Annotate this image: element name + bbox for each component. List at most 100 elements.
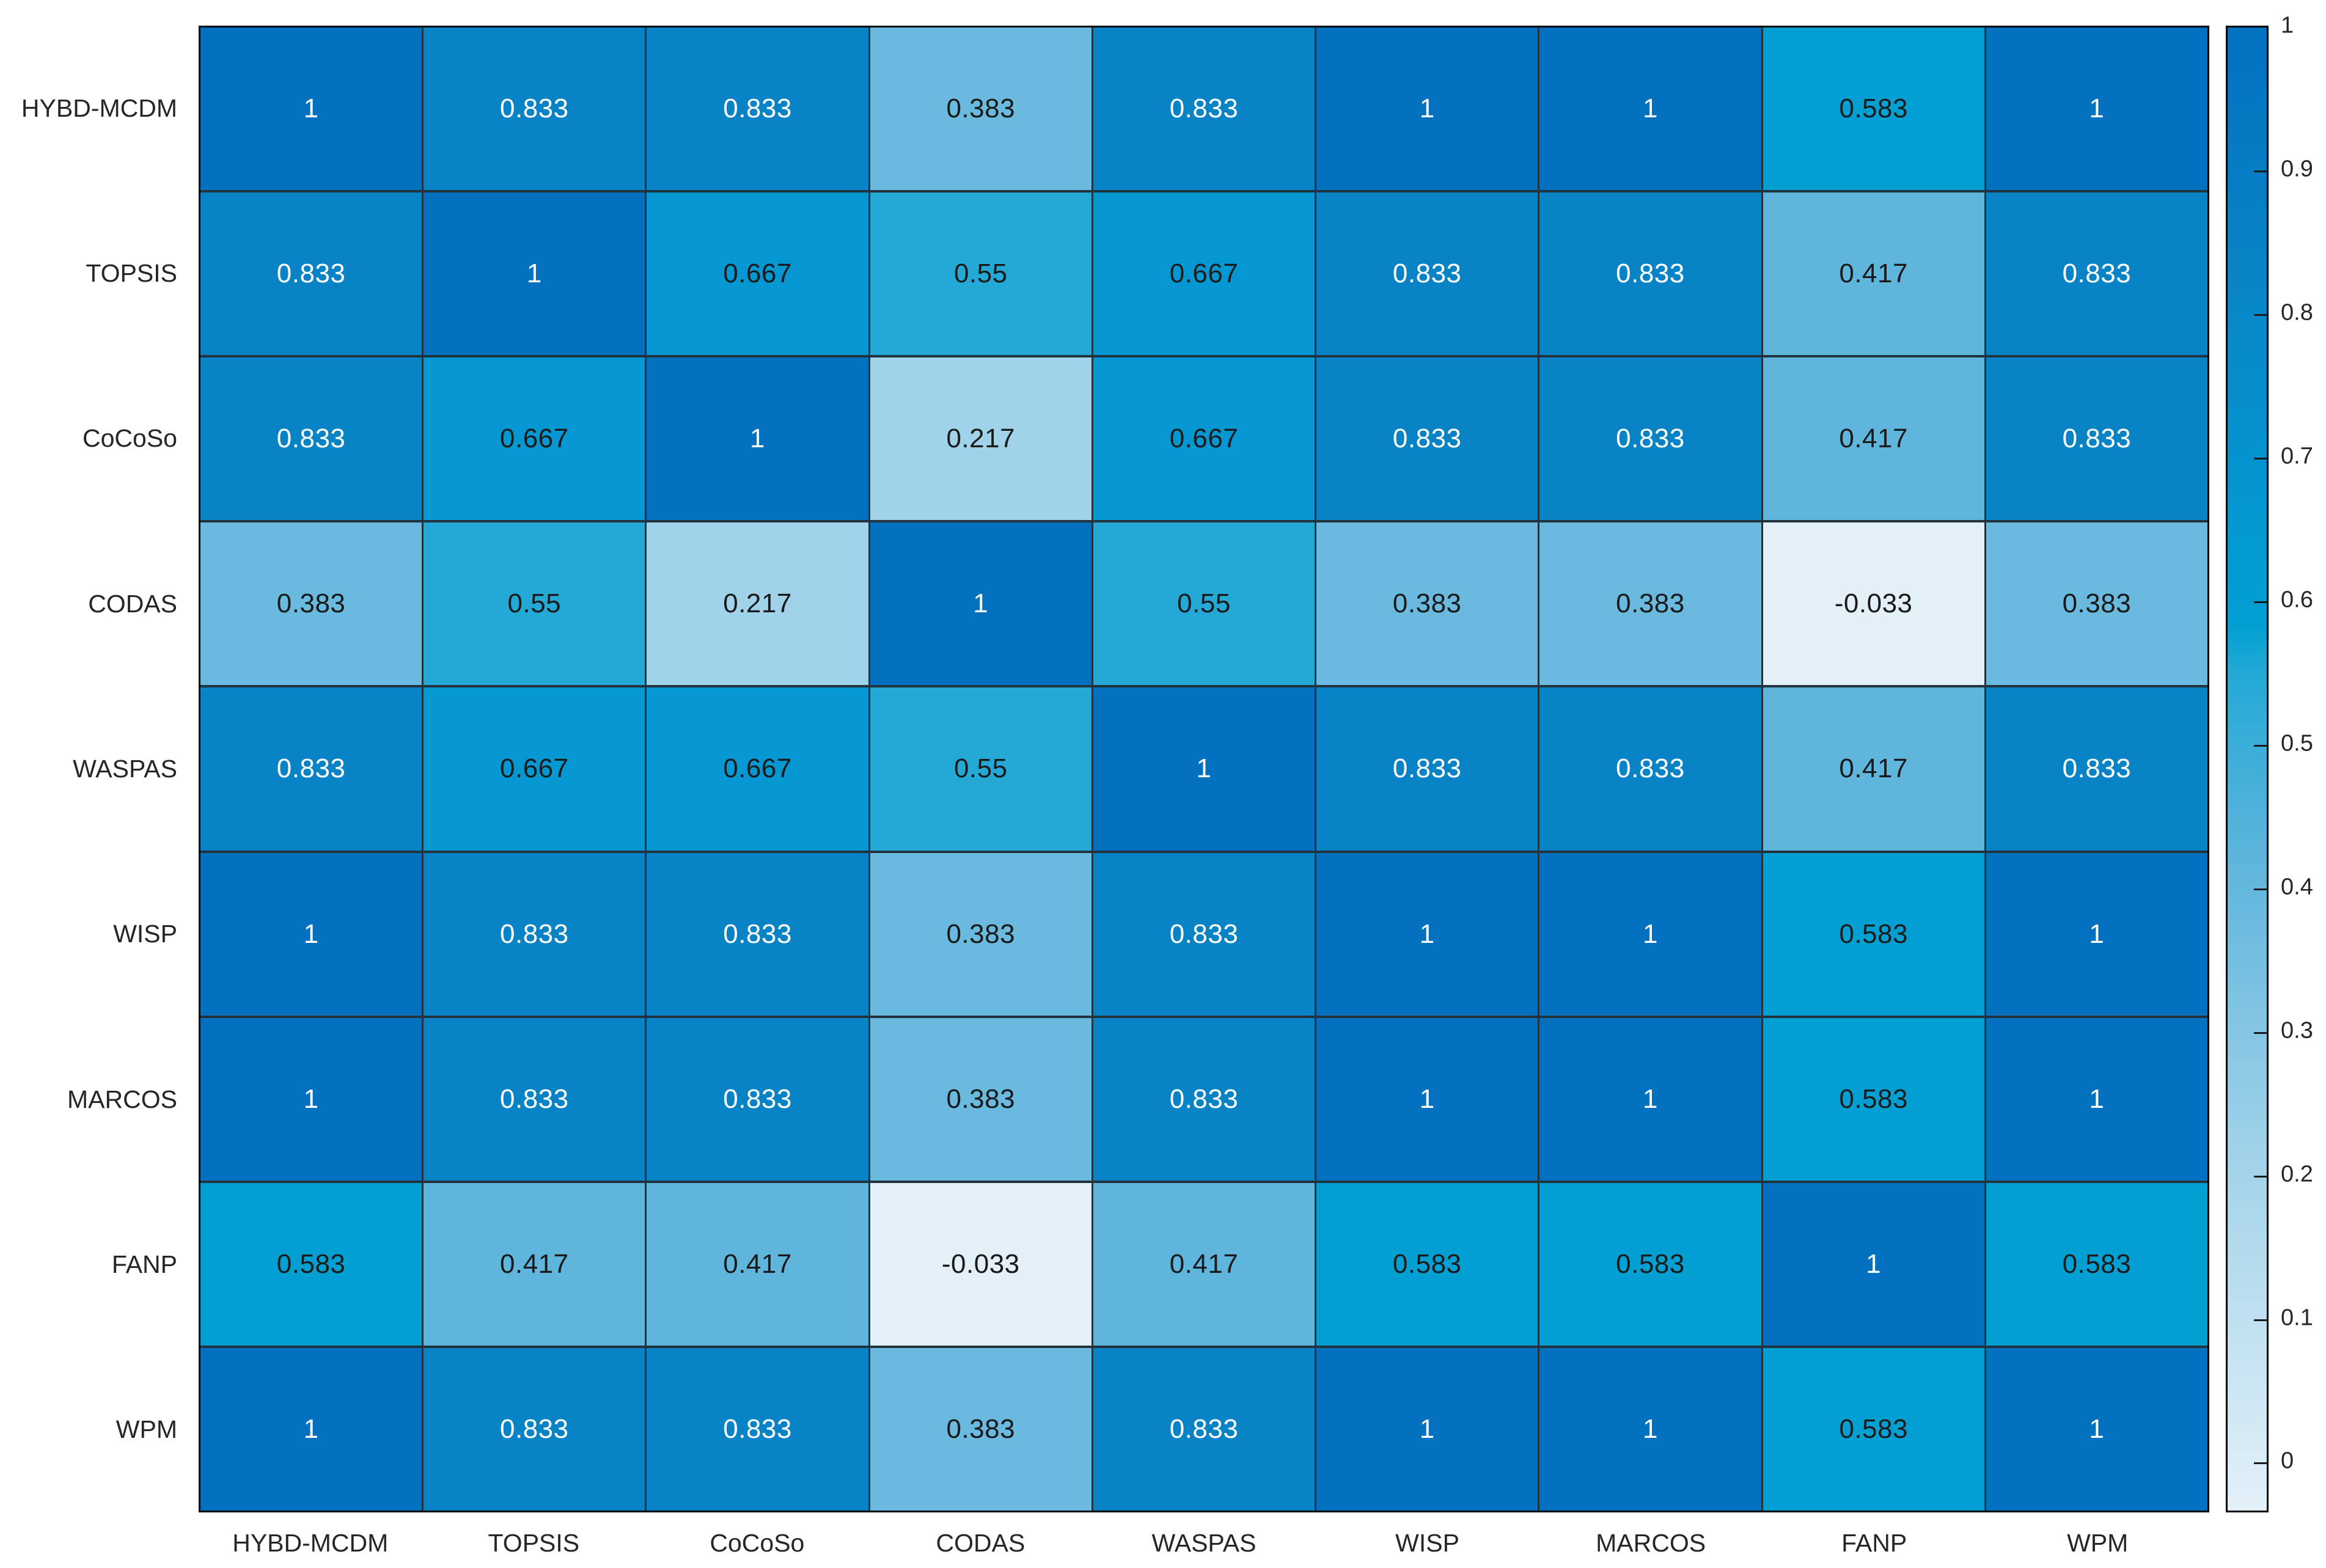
heatmap-cell: 0.583 — [200, 1182, 422, 1346]
heatmap-cell: 0.667 — [1093, 192, 1315, 356]
x-axis-label: WASPAS — [1151, 1528, 1257, 1557]
heatmap-cell: 0.417 — [1763, 357, 1984, 521]
heatmap-cell: 0.583 — [1539, 1182, 1761, 1346]
heatmap-cell: -0.033 — [870, 1182, 1091, 1346]
colorbar-tick-label: 1 — [2281, 12, 2294, 38]
heatmap-cell: 0.833 — [647, 852, 868, 1016]
heatmap-cell: 1 — [1316, 1017, 1538, 1181]
heatmap-cell: 0.833 — [200, 357, 422, 521]
heatmap-cell: 0.583 — [1316, 1182, 1538, 1346]
colorbar-tick — [2254, 1462, 2267, 1465]
heatmap-cell: 0.417 — [647, 1182, 868, 1346]
colorbar-tick — [2254, 313, 2267, 316]
x-axis-label: TOPSIS — [488, 1528, 580, 1557]
heatmap-cell: 1 — [1316, 1347, 1538, 1511]
heatmap-cell: 0.833 — [200, 687, 422, 851]
heatmap-cell: 0.833 — [1316, 357, 1538, 521]
heatmap-cell: 1 — [200, 852, 422, 1016]
heatmap-cell: 0.833 — [1986, 357, 2207, 521]
colorbar-tick-labels: 1 0.9 0.8 0.7 0.6 0.5 0.4 0.3 0.2 0.1 0 — [2281, 13, 2326, 1509]
heatmap-cell: 0.833 — [1316, 192, 1538, 356]
heatmap-cell: 1 — [1986, 1347, 2207, 1511]
heatmap-cell: 0.833 — [424, 1347, 645, 1511]
colorbar-tick-label: 0.8 — [2281, 299, 2313, 326]
heatmap-cell: 0.383 — [1316, 522, 1538, 686]
heatmap-cell: 0.383 — [870, 27, 1091, 191]
x-axis-label: HYBD-MCDM — [232, 1528, 389, 1557]
heatmap-cell: 0.833 — [424, 1017, 645, 1181]
heatmap-cell: 0.417 — [1093, 1182, 1315, 1346]
heatmap-cell: 0.667 — [647, 687, 868, 851]
colorbar — [2226, 26, 2269, 1512]
y-axis-label: MARCOS — [67, 1085, 177, 1113]
heatmap-cell: 1 — [870, 522, 1091, 686]
heatmap-cell: 0.417 — [1763, 687, 1984, 851]
heatmap-grid: 1 0.833 0.833 0.383 0.833 1 1 0.583 1 0.833 1 0.667… — [199, 26, 2209, 1512]
heatmap-cell: 0.833 — [647, 27, 868, 191]
y-axis-label: WASPAS — [73, 754, 177, 783]
colorbar-tick — [2254, 601, 2267, 603]
y-axis-label: CoCoSo — [83, 424, 177, 453]
x-axis-label: CoCoSo — [710, 1528, 805, 1557]
heatmap-cell: 0.583 — [1986, 1182, 2207, 1346]
heatmap-cell: 0.383 — [870, 852, 1091, 1016]
heatmap-cell: 0.833 — [424, 852, 645, 1016]
heatmap-cell: 0.833 — [1093, 852, 1315, 1016]
heatmap-cell: 0.667 — [424, 687, 645, 851]
heatmap-cell: 0.833 — [1986, 687, 2207, 851]
y-axis: HYBD-MCDM TOPSIS CoCoSo CODAS WASPAS WISP MARC… — [0, 26, 188, 1512]
y-axis-label: HYBD-MCDM — [21, 93, 177, 122]
heatmap-cell: 0.833 — [200, 192, 422, 356]
heatmap-cell: 0.833 — [1093, 1017, 1315, 1181]
colorbar-tick-label: 0.9 — [2281, 156, 2313, 182]
x-axis-label: FANP — [1841, 1528, 1907, 1557]
y-axis-label: TOPSIS — [86, 258, 177, 287]
y-axis-label: WPM — [116, 1415, 177, 1444]
y-axis-label: FANP — [111, 1250, 177, 1278]
heatmap-cell: 0.833 — [1539, 357, 1761, 521]
heatmap-cell: 0.583 — [1763, 1017, 1984, 1181]
heatmap-cell: 0.583 — [1763, 852, 1984, 1016]
heatmap-cell: 1 — [1763, 1182, 1984, 1346]
x-axis-label: WISP — [1395, 1528, 1459, 1557]
heatmap-cell: 1 — [1539, 852, 1761, 1016]
heatmap-cell: 0.217 — [647, 522, 868, 686]
heatmap-cell: 0.583 — [1763, 1347, 1984, 1511]
heatmap-cell: 0.55 — [1093, 522, 1315, 686]
colorbar-tick — [2254, 170, 2267, 172]
heatmap-cell: 0.667 — [1093, 357, 1315, 521]
heatmap-cell: 0.833 — [1093, 1347, 1315, 1511]
colorbar-tick-label: 0.5 — [2281, 730, 2313, 757]
heatmap-cell: 1 — [1539, 27, 1761, 191]
heatmap-cell: 0.833 — [1093, 27, 1315, 191]
heatmap-cell: 1 — [1316, 27, 1538, 191]
x-axis-label: MARCOS — [1596, 1528, 1706, 1557]
heatmap-cell: 0.383 — [200, 522, 422, 686]
x-axis-label: CODAS — [936, 1528, 1025, 1557]
colorbar-tick — [2254, 744, 2267, 747]
heatmap-cell: 0.833 — [1316, 687, 1538, 851]
colorbar-tick — [2254, 457, 2267, 460]
heatmap-cell: 1 — [1986, 27, 2207, 191]
heatmap-cell: -0.033 — [1763, 522, 1984, 686]
x-axis: HYBD-MCDM TOPSIS CoCoSo CODAS WASPAS WISP MARC… — [199, 1517, 2209, 1559]
x-axis-label: WPM — [2067, 1528, 2129, 1557]
heatmap-cell: 0.833 — [647, 1017, 868, 1181]
heatmap-cell: 1 — [1539, 1017, 1761, 1181]
heatmap-cell: 1 — [1093, 687, 1315, 851]
heatmap-cell: 0.833 — [1539, 192, 1761, 356]
heatmap-cell: 1 — [647, 357, 868, 521]
heatmap-cell: 0.417 — [1763, 192, 1984, 356]
colorbar-tick-label: 0.6 — [2281, 587, 2313, 613]
y-axis-label: CODAS — [88, 589, 177, 618]
colorbar-tick — [2254, 1319, 2267, 1321]
heatmap-cell: 1 — [200, 27, 422, 191]
heatmap-cell: 0.383 — [870, 1017, 1091, 1181]
colorbar-tick-label: 0.1 — [2281, 1305, 2313, 1331]
colorbar-tick-label: 0.7 — [2281, 443, 2313, 469]
heatmap-cell: 0.833 — [424, 27, 645, 191]
heatmap-cell: 1 — [1986, 852, 2207, 1016]
colorbar-tick — [2254, 1031, 2267, 1034]
heatmap-cell: 1 — [1316, 852, 1538, 1016]
